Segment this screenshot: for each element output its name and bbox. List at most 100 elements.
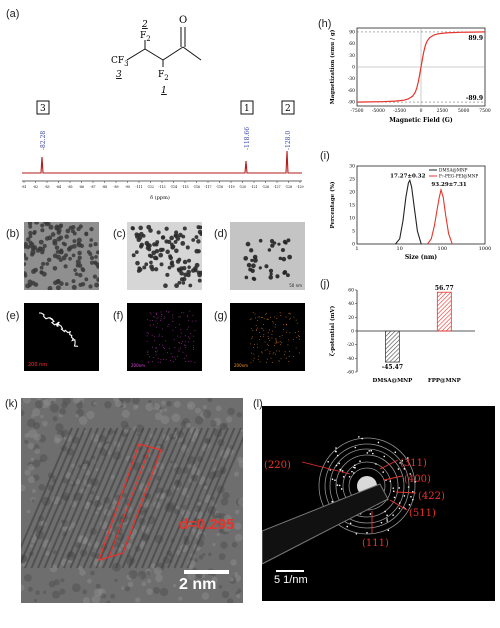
nmr-tick-label: -128 xyxy=(285,185,292,189)
nanoparticle xyxy=(55,249,60,254)
lattice-fringe xyxy=(141,427,203,569)
diffraction-spot xyxy=(412,491,414,493)
chart-magnetization: -90 -60 -30 0 30 60 90 -7500 -5000 -2500 0 2500 5000… xyxy=(329,27,491,124)
nanoparticle xyxy=(71,253,76,258)
hrtem-texture xyxy=(135,597,141,603)
nanoparticle xyxy=(250,268,255,274)
hrtem-texture xyxy=(90,490,95,495)
eds-signal-dot xyxy=(290,313,292,315)
nanoparticle xyxy=(197,229,202,235)
lattice-fringe xyxy=(147,427,210,569)
eds-signal-dot xyxy=(274,353,276,355)
nanoparticle xyxy=(275,274,280,279)
nanoparticle xyxy=(191,238,196,242)
diffraction-spot xyxy=(401,459,404,462)
diffraction-spot xyxy=(331,500,334,503)
hrtem-texture xyxy=(59,588,66,595)
x-tick-label: 10 xyxy=(396,246,402,252)
eds-signal-dot xyxy=(253,353,255,355)
nanoparticle xyxy=(185,245,190,250)
category-label: DMSA@MNP xyxy=(372,377,412,384)
y-tick-label: 90 xyxy=(349,29,355,35)
hrtem-texture xyxy=(101,593,107,599)
eds-signal-dot xyxy=(298,335,300,337)
scale-bar-k xyxy=(184,570,229,574)
eds-signal-dot xyxy=(264,349,266,351)
eds-signal-dot xyxy=(259,331,261,333)
eds-signal-dot xyxy=(182,351,184,353)
eds-cluster-outline xyxy=(39,312,79,347)
hrtem-texture xyxy=(35,590,40,595)
lattice-fringe xyxy=(50,427,112,569)
x-axis-label: Magnetic Field (G) xyxy=(389,117,453,124)
carbon-number-3: 3 xyxy=(116,70,122,80)
hrtem-texture xyxy=(160,400,167,406)
eds-signal-dot xyxy=(249,343,251,345)
diffraction-spot xyxy=(386,514,388,517)
nanoparticle xyxy=(177,267,182,273)
hrtem-texture xyxy=(218,553,226,561)
hrtem-texture xyxy=(217,522,222,526)
hrtem-texture xyxy=(212,542,216,547)
eds-signal-dot xyxy=(272,353,274,355)
eds-signal-dot xyxy=(271,361,273,363)
nmr-axis-label: δ (ppm) xyxy=(150,194,170,201)
hrtem-texture xyxy=(231,541,238,548)
nanoparticle xyxy=(270,243,275,248)
nanoparticle xyxy=(167,265,172,270)
carbon-number-1: 1 xyxy=(161,86,167,96)
diffraction-spot xyxy=(383,455,386,458)
hrtem-texture xyxy=(121,586,125,590)
hrtem-texture xyxy=(221,590,230,599)
lattice-fringe xyxy=(69,427,132,569)
eds-signal-dot xyxy=(170,352,172,354)
nanoparticle xyxy=(182,226,187,231)
nmr-tick-label: -89 xyxy=(113,185,118,189)
y-tick-label: -30 xyxy=(348,76,355,82)
nanoparticle xyxy=(287,254,292,260)
scale-bar-d: 50 nm xyxy=(289,283,302,288)
eds-signal-dot xyxy=(280,358,282,360)
hrtem-texture xyxy=(54,434,63,443)
eds-signal-dot xyxy=(252,346,254,348)
nmr-tick-label: -88 xyxy=(102,185,107,189)
hrtem-texture xyxy=(127,581,134,588)
hrtem-texture xyxy=(41,420,48,427)
hrtem-texture xyxy=(49,398,57,403)
hrtem-texture xyxy=(236,412,242,418)
hrtem-texture xyxy=(210,420,217,427)
nanoparticle xyxy=(243,256,249,261)
eds-signal-dot xyxy=(159,361,161,363)
nanoparticle xyxy=(134,232,139,237)
eds-signal-dot xyxy=(154,340,156,342)
y-tick-label: 25 xyxy=(349,177,355,183)
nanoparticle xyxy=(165,272,170,277)
nanoparticle xyxy=(61,241,66,246)
eds-signal-dot xyxy=(149,320,151,322)
hrtem-texture xyxy=(223,524,231,532)
hrtem-texture xyxy=(234,533,243,542)
eds-signal-dot xyxy=(158,335,160,337)
nanoparticle xyxy=(246,262,252,268)
diffraction-spot xyxy=(353,466,355,469)
hrtem-texture xyxy=(72,398,81,404)
nanoparticle xyxy=(76,237,82,243)
nanoparticle xyxy=(48,224,54,230)
lattice-fringe xyxy=(154,427,216,569)
diffraction-spot xyxy=(348,475,351,478)
diffraction-spot xyxy=(414,481,416,483)
lattice-fringe xyxy=(82,427,145,569)
diffraction-spot xyxy=(386,518,388,520)
eds-signal-dot xyxy=(178,342,180,344)
eds-signal-dot xyxy=(276,318,278,320)
nanoparticle xyxy=(74,272,79,276)
nanoparticle xyxy=(84,277,89,282)
hrtem-texture xyxy=(23,573,32,582)
nmr-tick-label: -119 xyxy=(227,185,234,189)
nanoparticle xyxy=(24,273,28,278)
eds-signal-dot xyxy=(283,323,285,325)
hrtem-texture xyxy=(27,586,33,592)
peak-box-3 xyxy=(36,100,50,115)
lattice-fringe xyxy=(30,427,93,569)
tem-image-c xyxy=(127,222,202,290)
